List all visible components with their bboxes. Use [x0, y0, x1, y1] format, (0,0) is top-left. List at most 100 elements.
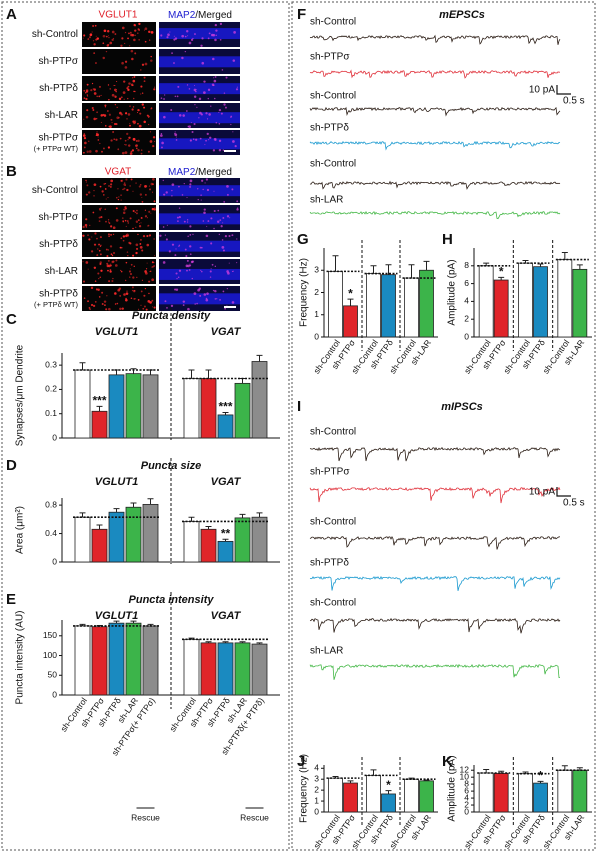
- puncta: [153, 238, 155, 240]
- dendrite: [159, 28, 240, 40]
- puncta: [197, 198, 199, 201]
- y-tick-label: 8: [464, 778, 469, 788]
- group-label: VGLUT1: [95, 476, 138, 488]
- puncta: [127, 113, 131, 116]
- puncta: [115, 219, 119, 222]
- puncta: [232, 131, 234, 133]
- puncta: [175, 272, 178, 275]
- puncta: [150, 59, 153, 62]
- puncta: [135, 243, 139, 247]
- puncta: [213, 84, 215, 87]
- puncta: [201, 179, 204, 182]
- puncta: [108, 185, 110, 187]
- puncta: [124, 151, 128, 154]
- channel-name: MAP2: [168, 10, 196, 21]
- scale-bar: [556, 85, 571, 95]
- puncta: [97, 248, 99, 250]
- puncta: [117, 188, 119, 190]
- bar: [478, 265, 494, 338]
- puncta: [148, 210, 151, 213]
- puncta: [223, 92, 226, 94]
- puncta: [129, 217, 132, 220]
- error-bar: [370, 265, 377, 274]
- puncta: [223, 103, 226, 106]
- trace-label: sh-Control: [310, 91, 356, 102]
- bar: [217, 540, 234, 563]
- puncta: [125, 144, 127, 146]
- puncta: [202, 188, 204, 191]
- y-tick-label: 0.4: [45, 528, 57, 538]
- group-label: VGLUT1: [95, 326, 138, 338]
- puncta: [98, 95, 101, 98]
- puncta: [198, 97, 202, 101]
- error-bar: [96, 524, 103, 530]
- puncta: [111, 280, 114, 283]
- puncta: [129, 124, 131, 127]
- puncta: [93, 266, 97, 269]
- puncta: [107, 259, 110, 262]
- puncta: [131, 57, 134, 61]
- bar: [108, 622, 125, 696]
- puncta: [149, 271, 151, 273]
- micrograph: [82, 259, 156, 284]
- bar: [200, 378, 217, 439]
- puncta: [112, 251, 116, 255]
- puncta: [125, 298, 128, 302]
- dendrite: [159, 293, 240, 305]
- puncta: [178, 269, 182, 272]
- puncta: [138, 38, 141, 41]
- puncta: [128, 241, 131, 244]
- puncta: [132, 276, 135, 279]
- row-label: sh-PTPσ: [38, 56, 78, 67]
- channel-name: /Merged: [195, 10, 232, 21]
- puncta: [204, 182, 206, 184]
- puncta: [190, 122, 192, 124]
- puncta: [96, 131, 98, 133]
- puncta: [92, 304, 96, 308]
- puncta: [121, 307, 124, 310]
- dendrite: [159, 213, 240, 225]
- bar: [108, 511, 125, 563]
- puncta: [127, 88, 130, 92]
- puncta: [237, 207, 239, 209]
- puncta: [127, 222, 129, 224]
- puncta: [204, 144, 206, 146]
- error-bar: [385, 264, 392, 275]
- channel-name: MAP2: [168, 167, 196, 178]
- puncta: [166, 36, 169, 39]
- group-label: VGAT: [211, 610, 242, 622]
- channel-header: MAP2/Merged: [168, 10, 232, 21]
- puncta: [137, 233, 139, 236]
- y-tick-label: 3: [314, 265, 319, 275]
- puncta: [213, 190, 215, 192]
- error-bar: [147, 498, 154, 505]
- puncta: [130, 49, 134, 53]
- trace: [309, 180, 561, 190]
- puncta: [108, 264, 111, 268]
- puncta: [103, 300, 107, 303]
- puncta: [146, 262, 148, 264]
- bar: [557, 259, 573, 338]
- puncta: [133, 139, 136, 141]
- puncta: [193, 95, 197, 98]
- puncta: [162, 179, 164, 182]
- bar: [234, 642, 251, 696]
- puncta: [96, 95, 98, 98]
- puncta: [148, 280, 151, 283]
- puncta: [188, 125, 192, 128]
- puncta: [140, 85, 143, 88]
- puncta: [224, 307, 227, 310]
- puncta: [108, 99, 110, 101]
- puncta: [186, 84, 189, 86]
- puncta: [138, 22, 141, 26]
- puncta: [185, 254, 188, 257]
- error-bar: [222, 538, 229, 542]
- puncta: [136, 247, 139, 250]
- puncta: [122, 91, 126, 95]
- y-tick-label: 2: [314, 784, 319, 794]
- puncta: [151, 144, 155, 148]
- puncta: [133, 265, 135, 268]
- puncta: [194, 303, 196, 305]
- panel-label: J: [297, 753, 305, 770]
- puncta: [102, 56, 106, 60]
